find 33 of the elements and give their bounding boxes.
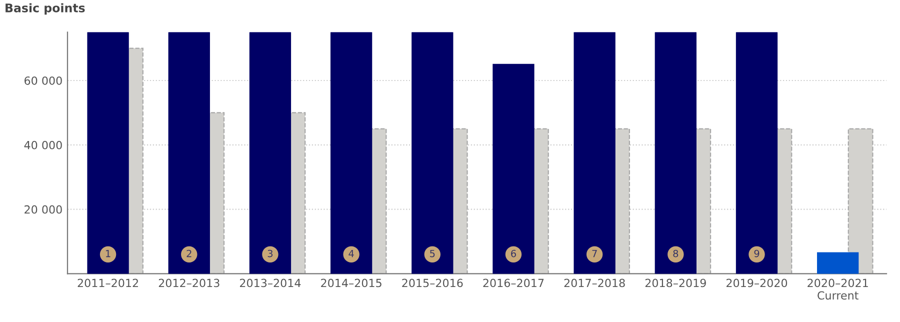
bar	[817, 252, 859, 274]
bar	[736, 32, 778, 274]
x-tick-label: 2011–2012	[78, 278, 138, 288]
x-tick-label: 2018–2019	[645, 278, 706, 288]
x-tick-label: 2016–2017	[483, 278, 544, 288]
bar	[574, 32, 616, 274]
y-axis-title: Basic points	[6, 3, 85, 15]
x-tick-label: 2017–2018	[564, 278, 625, 288]
annotation: 6	[511, 250, 516, 258]
annotation: 4	[348, 250, 354, 258]
bar	[249, 32, 292, 274]
bar	[87, 32, 129, 274]
x-tick-label: 2013–2014	[240, 278, 301, 288]
annotation: 7	[592, 250, 597, 258]
bar	[412, 32, 454, 274]
x-tick-label: 2014–2015	[321, 278, 382, 288]
x-tick-label: 2015–2016	[402, 278, 463, 288]
annotation: 3	[268, 250, 273, 258]
y-tick-label: 60 000	[24, 76, 62, 85]
annotation: 5	[430, 250, 435, 258]
bar	[654, 32, 696, 274]
x-tick-label: 2012–2013	[158, 278, 220, 288]
bar	[330, 32, 372, 274]
annotation: 8	[673, 250, 678, 258]
y-tick-label: 40 000	[24, 140, 62, 150]
x-tick-label: 2019–2020	[726, 278, 788, 288]
bar	[168, 32, 210, 274]
annotation: 1	[106, 250, 110, 258]
x-tick-label: 2020–2021 Current	[808, 278, 868, 300]
annotation: 9	[754, 250, 760, 258]
y-tick-label: 20 000	[24, 205, 62, 214]
bar	[492, 64, 534, 274]
annotation: 2	[186, 250, 192, 258]
